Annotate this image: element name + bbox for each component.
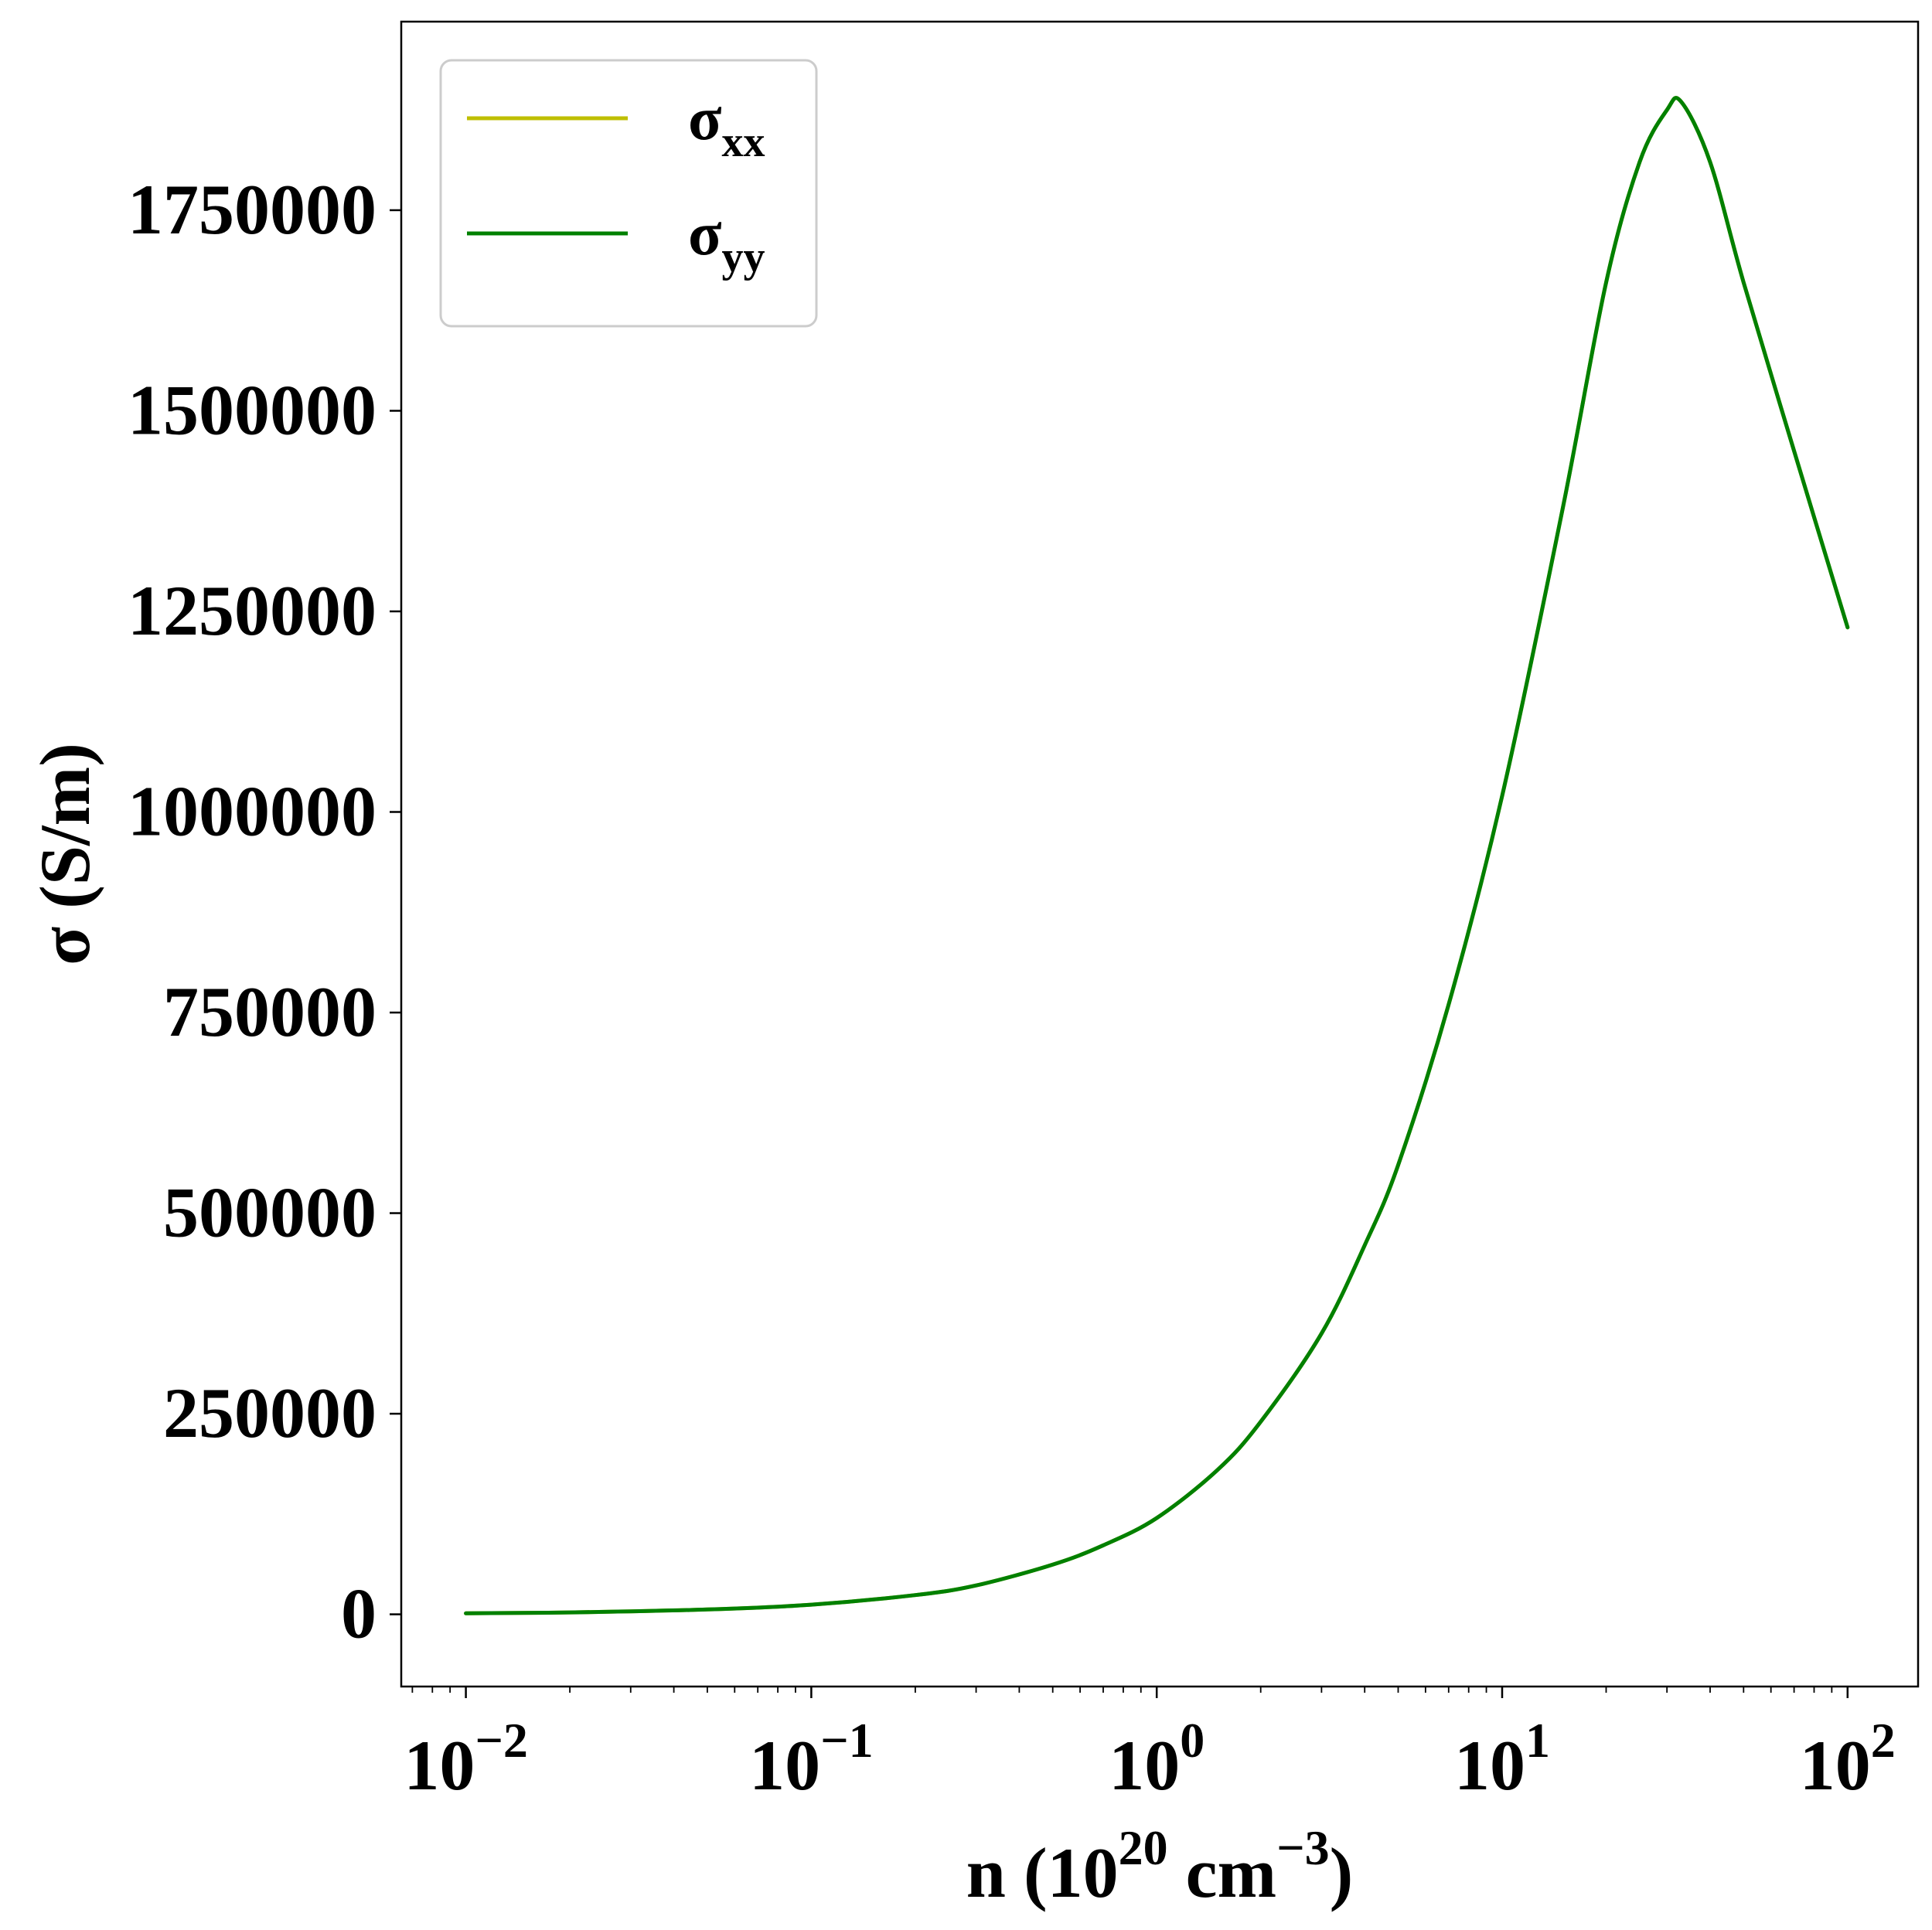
x-tick-label: 10−1 [749,1713,873,1805]
x-tick-label: 101 [1454,1713,1550,1805]
y-tick-label: 0 [341,1574,377,1653]
y-axis-label: σ (S/m) [26,743,104,965]
axes-frame [400,20,1920,1688]
y-axis-ticks: 0 250000 500000 750000 1000000 1250000 1500000… [128,170,401,1653]
y-tick-label: 250000 [163,1373,377,1452]
y-tick-label: 1500000 [128,370,377,449]
legend-label-sigma-yy: σyy [688,200,765,281]
series-line-sigma-yy [464,96,1850,1615]
series-lines [464,96,1850,1615]
x-tick-label: 100 [1109,1713,1205,1805]
legend-box [439,59,818,328]
legend: σxx σyy [439,59,818,328]
y-tick-label: 750000 [163,972,377,1051]
x-tick-label: 102 [1800,1713,1896,1805]
y-tick-label: 1000000 [128,772,377,851]
y-tick-label: 1750000 [128,170,377,249]
legend-label-sigma-xx: σxx [688,85,765,166]
x-tick-label: 10−2 [404,1713,527,1805]
y-tick-label: 1250000 [128,571,377,650]
x-axis-label: n (1020 cm−3) [966,1820,1353,1912]
y-tick-label: 500000 [163,1173,377,1252]
x-axis-ticks: 10−2 10−1 100 101 102 [404,1687,1896,1805]
